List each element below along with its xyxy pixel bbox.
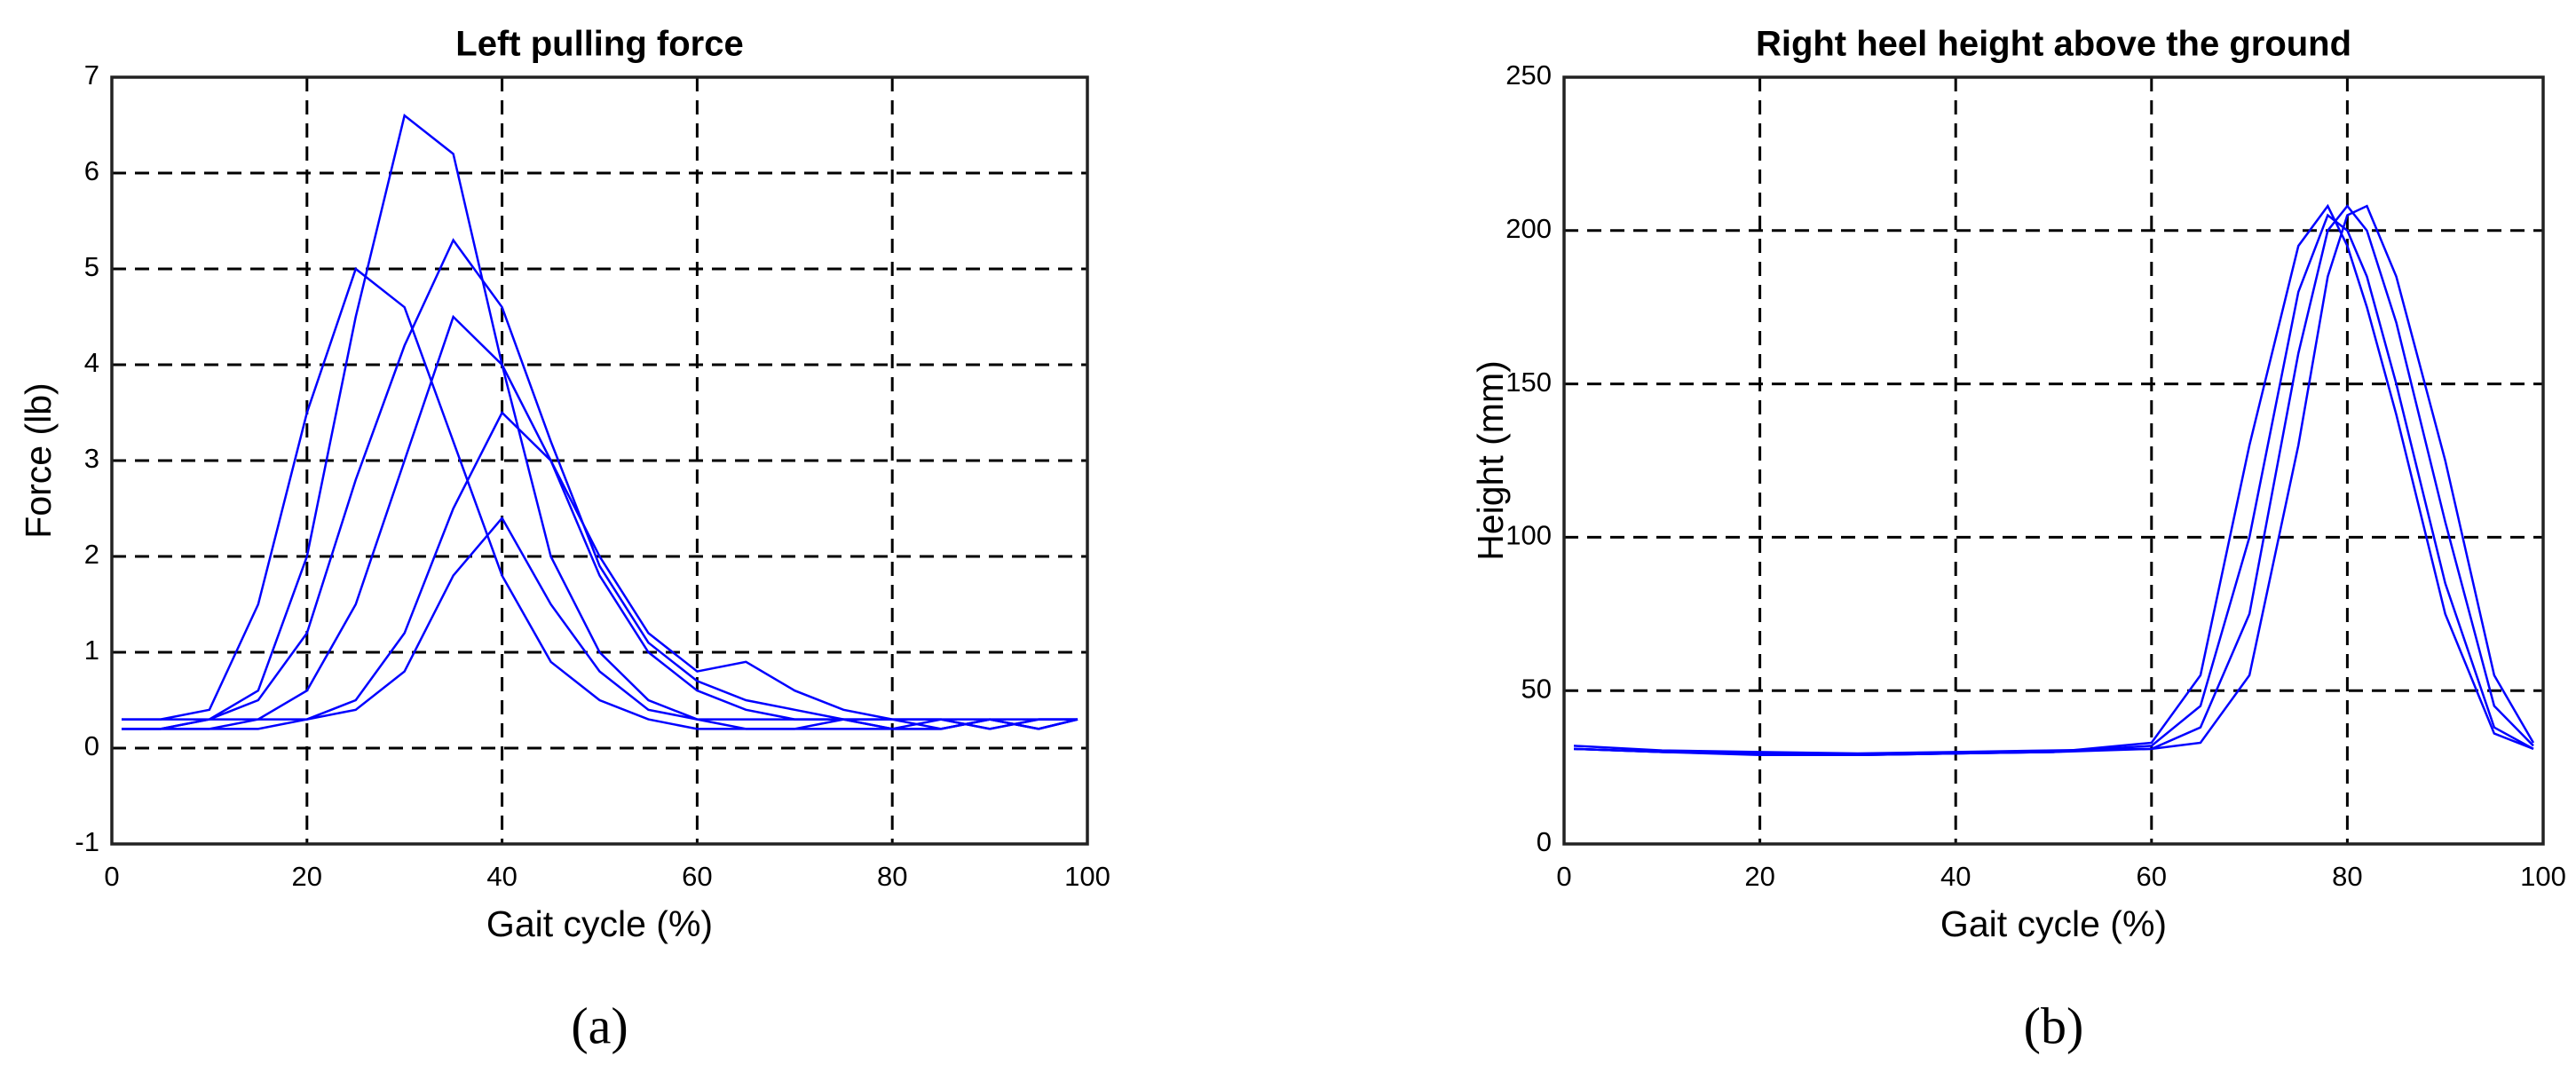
x-tick-label: 100: [2520, 861, 2566, 892]
x-tick-label: 60: [682, 861, 712, 892]
y-tick-label: -1: [75, 826, 99, 857]
y-tick-label: 7: [84, 59, 99, 91]
x-tick-label: 0: [104, 861, 119, 892]
panel-label: (b): [2024, 997, 2084, 1054]
x-tick-label: 0: [1556, 861, 1571, 892]
y-tick-label: 50: [1521, 673, 1552, 704]
x-tick-label: 20: [1744, 861, 1774, 892]
data-line: [1573, 203, 2534, 757]
y-tick-label: 250: [1505, 59, 1552, 91]
data-line: [121, 516, 1079, 730]
y-tick-label: 100: [1505, 520, 1552, 551]
data-line: [121, 238, 1079, 730]
chart-title: Left pulling force: [455, 25, 743, 64]
y-tick-label: 0: [1537, 826, 1552, 857]
x-axis-label: Gait cycle (%): [486, 903, 713, 944]
data-line: [121, 314, 1079, 730]
data-line: [1573, 213, 2534, 757]
y-axis-label: Height (mm): [1470, 360, 1511, 561]
x-tick-label: 40: [486, 861, 517, 892]
x-axis-label: Gait cycle (%): [1940, 903, 2167, 944]
data-line: [121, 266, 1079, 730]
chart-title: Right heel height above the ground: [1756, 25, 2351, 64]
data-line: [1573, 204, 2535, 755]
y-tick-label: 4: [84, 347, 99, 378]
x-tick-label: 60: [2137, 861, 2167, 892]
y-tick-label: 0: [84, 730, 99, 761]
data-line: [121, 114, 1079, 730]
x-tick-label: 20: [292, 861, 322, 892]
y-tick-label: 2: [84, 539, 99, 570]
y-tick-label: 3: [84, 443, 99, 474]
y-tick-label: 200: [1505, 213, 1552, 244]
y-axis-label: Force (lb): [18, 382, 59, 538]
x-tick-label: 100: [1064, 861, 1110, 892]
y-tick-label: 150: [1505, 367, 1552, 398]
y-tick-label: 6: [84, 155, 99, 186]
plot-frame: [1562, 75, 2545, 846]
plot-frame: [110, 75, 1089, 846]
x-tick-label: 40: [1940, 861, 1971, 892]
panel-label: (a): [571, 997, 628, 1054]
y-tick-label: 5: [84, 251, 99, 282]
y-tick-label: 1: [84, 635, 99, 666]
x-tick-label: 80: [2332, 861, 2362, 892]
data-line: [1573, 204, 2534, 757]
x-tick-label: 80: [877, 861, 907, 892]
